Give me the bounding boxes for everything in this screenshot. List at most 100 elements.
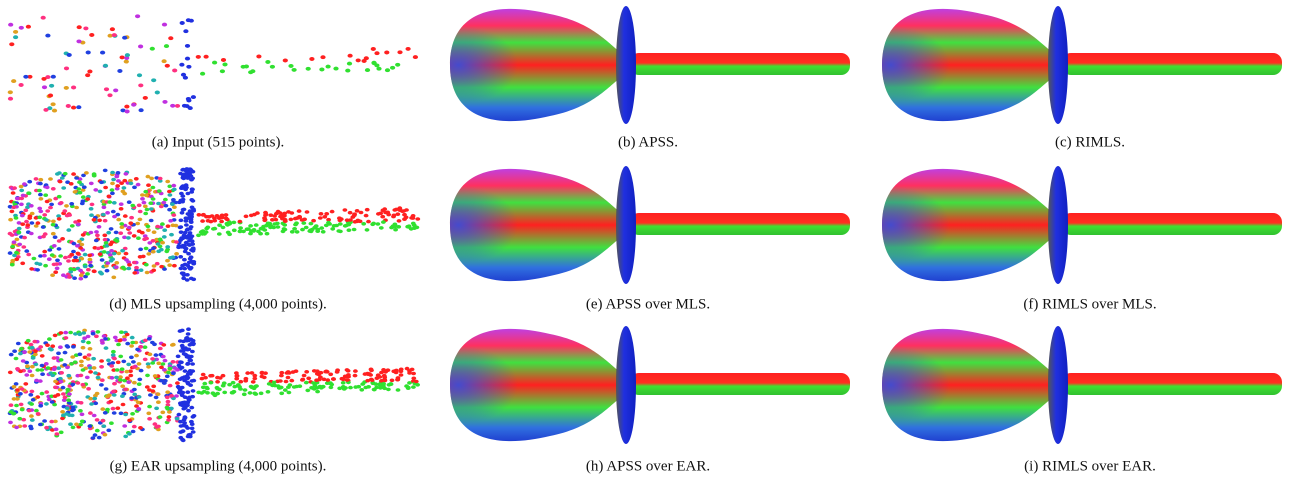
point <box>379 371 384 375</box>
point <box>92 366 97 370</box>
point <box>107 195 112 199</box>
point <box>189 266 194 270</box>
point <box>156 202 161 206</box>
point <box>348 386 353 390</box>
point <box>32 340 37 344</box>
point <box>12 240 17 244</box>
point <box>127 231 132 235</box>
point <box>132 234 137 238</box>
point <box>153 422 158 426</box>
point <box>78 277 83 281</box>
point <box>336 229 341 233</box>
point <box>292 385 297 389</box>
point <box>248 224 253 228</box>
point <box>180 430 185 434</box>
point <box>131 430 136 434</box>
point <box>123 435 128 439</box>
point <box>185 44 190 48</box>
point <box>168 384 173 388</box>
point <box>89 182 94 186</box>
point <box>140 197 145 201</box>
point <box>138 218 143 222</box>
point <box>85 197 90 201</box>
point <box>130 204 135 208</box>
point <box>382 374 387 378</box>
point <box>374 51 379 55</box>
point <box>184 247 189 251</box>
point <box>65 345 70 349</box>
point <box>71 106 76 110</box>
point <box>183 369 188 373</box>
point <box>51 223 56 227</box>
point <box>88 424 93 428</box>
point <box>208 374 213 378</box>
point <box>71 345 76 349</box>
point <box>35 368 40 372</box>
point <box>140 193 145 197</box>
point <box>411 214 416 218</box>
point <box>238 220 243 224</box>
point <box>41 16 46 20</box>
point <box>276 225 281 229</box>
point <box>189 248 194 252</box>
point <box>278 211 283 215</box>
point <box>186 332 191 336</box>
point <box>108 400 113 404</box>
point <box>182 258 187 262</box>
point <box>151 269 156 273</box>
point <box>395 378 400 382</box>
point <box>146 183 151 187</box>
point <box>113 88 118 92</box>
point <box>110 188 115 192</box>
point <box>52 109 57 113</box>
point <box>80 413 85 417</box>
point <box>76 39 81 43</box>
point <box>109 421 114 425</box>
point <box>88 258 93 262</box>
point <box>315 390 320 394</box>
point <box>96 376 101 380</box>
point <box>96 247 101 251</box>
point <box>127 263 132 267</box>
point <box>122 424 127 428</box>
point <box>287 371 292 375</box>
point <box>19 83 24 87</box>
point <box>11 79 16 83</box>
point <box>342 387 347 391</box>
point <box>100 51 105 55</box>
point <box>128 221 133 225</box>
point <box>185 404 190 408</box>
caption: (b) APSS. <box>618 134 678 150</box>
point <box>215 380 220 384</box>
point <box>103 169 108 173</box>
point <box>185 390 190 394</box>
point <box>307 229 312 233</box>
point <box>118 378 123 382</box>
point <box>254 223 259 227</box>
point <box>415 217 420 221</box>
point <box>61 414 66 418</box>
point <box>12 385 17 389</box>
point <box>395 63 400 67</box>
point <box>152 230 157 234</box>
stick <box>630 53 850 75</box>
point <box>24 220 29 224</box>
point <box>14 251 19 255</box>
point <box>107 393 112 397</box>
point <box>162 59 167 63</box>
disc <box>1048 326 1068 444</box>
point <box>8 421 13 425</box>
point <box>123 388 128 392</box>
point <box>180 21 185 25</box>
panels: (a) Input (515 points).(b) APSS.(c) RIML… <box>8 6 1282 474</box>
point <box>272 214 277 218</box>
point <box>116 252 121 256</box>
panel <box>882 6 1282 124</box>
point <box>386 213 391 217</box>
point <box>16 230 21 234</box>
point <box>189 190 194 194</box>
point <box>382 378 387 382</box>
point <box>116 171 121 175</box>
point <box>51 102 56 106</box>
point <box>63 351 68 355</box>
